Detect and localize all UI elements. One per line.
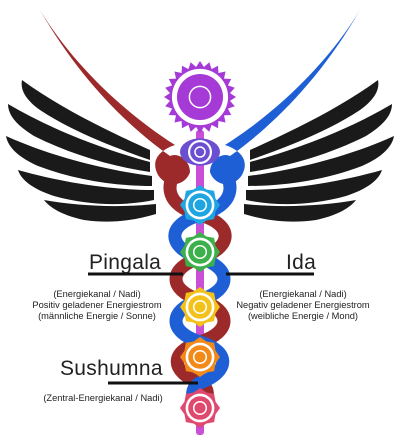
third-eye-center — [194, 146, 206, 158]
root-center — [192, 400, 208, 416]
pingala-line-1: (Energiekanal / Nadi) — [53, 289, 141, 299]
sacral-chakra — [180, 337, 220, 377]
ida-description: (Energiekanal / Nadi) Negativ geladener … — [208, 289, 398, 322]
right-wing-feather — [244, 200, 356, 222]
throat-chakra — [180, 185, 220, 225]
pingala-line-3: (männliche Energie / Sonne) — [38, 311, 156, 321]
left-wing-feather — [6, 136, 152, 186]
right-wing — [244, 80, 394, 222]
sushumna-title: Sushumna — [60, 357, 163, 380]
solar-plexus-core — [188, 295, 212, 319]
left-wing-feather — [21, 80, 150, 160]
right-wing-feather — [246, 170, 382, 205]
ida-line-1: (Energiekanal / Nadi) — [259, 289, 347, 299]
crown-center — [188, 85, 212, 109]
ida-upper-swoosh — [210, 10, 360, 185]
solar-plexus-chakra — [180, 287, 220, 327]
left-wing-feather — [44, 200, 156, 222]
sushumna-line-1: (Zentral-Energiekanal / Nadi) — [43, 393, 163, 403]
ida-line-3: (weibliche Energie / Mond) — [247, 311, 359, 321]
crown-chakra — [164, 61, 236, 133]
pingala-description: (Energiekanal / Nadi) Positiv geladener … — [2, 289, 192, 322]
heart-center — [192, 244, 208, 260]
root-chakra — [180, 388, 220, 428]
heart-chakra — [180, 232, 220, 272]
right-wing-feather — [250, 104, 392, 172]
chakra-column — [164, 61, 236, 428]
sacral-center — [192, 349, 208, 365]
root-core — [188, 396, 212, 420]
ida-line-2: Negativ geladener Energiestrom — [236, 300, 370, 310]
left-wing — [6, 80, 156, 222]
left-wing-feather — [8, 104, 150, 172]
left-wing-feather — [18, 170, 154, 205]
right-wing-feather — [248, 136, 394, 186]
solar-plexus-center — [192, 299, 208, 315]
right-wing-feather — [250, 80, 379, 160]
throat-center — [192, 197, 208, 213]
pingala-title: Pingala — [89, 251, 162, 274]
ida-title: Ida — [286, 251, 317, 274]
third-eye-chakra — [180, 138, 220, 166]
throat-core — [188, 193, 212, 217]
crown-core — [176, 73, 224, 121]
heart-core — [188, 240, 212, 264]
pingala-upper-swoosh — [40, 10, 190, 185]
sacral-core — [188, 345, 212, 369]
sushumna-description: (Zentral-Energiekanal / Nadi) — [28, 393, 178, 404]
third-eye-core — [190, 142, 210, 162]
pingala-line-2: Positiv geladener Energiestrom — [32, 300, 162, 310]
